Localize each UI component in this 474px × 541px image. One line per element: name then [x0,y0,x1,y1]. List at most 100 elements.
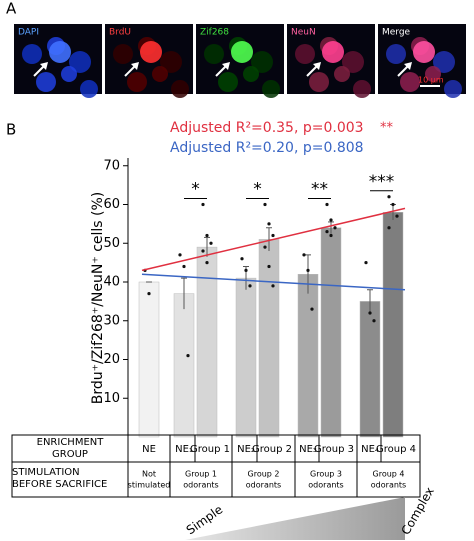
data-point [205,233,209,238]
bar [297,274,319,438]
arrowhead [313,62,321,70]
channel-label: BrdU [109,28,131,38]
arrowhead [222,62,230,70]
bar [258,239,280,438]
data-point [302,253,306,257]
data-point [240,257,244,261]
category-label: NE₁ [175,444,193,455]
panel-label: B [6,121,16,139]
stimulation-label: odorants [371,481,406,490]
cell [69,51,91,73]
cell [262,80,280,98]
category-label: NE₃ [299,444,317,455]
row-label: BEFORE SACRIFICE [12,479,107,490]
data-point [147,292,151,296]
cell [433,51,455,73]
trend-line [141,207,406,272]
data-point [267,222,271,226]
cell [127,72,147,92]
data-point [395,214,399,218]
significance-label: *** [369,172,395,192]
data-point [364,261,368,265]
arrowhead [40,62,48,70]
data-point [248,284,252,288]
micrographs: DAPI BrdU Zif268 NeuN Merge 10 µm [14,24,466,98]
stimulation-label: Group 3 [310,470,342,479]
bar [138,281,160,438]
cell [386,44,406,64]
stimulation-label: odorants [246,481,281,490]
bar [173,293,195,438]
data-point [325,202,329,207]
data-point [186,354,190,358]
cell [36,72,56,92]
cell [113,44,133,64]
data-point [205,261,209,265]
cell [171,80,189,98]
channel-label: NeuN [291,28,316,38]
y-tick-label: 20 [103,352,120,367]
cell [425,66,441,82]
bar [382,212,404,438]
data-point [387,195,391,199]
bar [320,227,342,438]
y-tick-label: 50 [103,236,120,251]
stimulation-label: Group 2 [248,470,280,479]
cell [22,44,42,64]
cell [353,80,371,98]
cell [295,44,315,64]
data-point [182,264,186,269]
bar [359,301,381,438]
data-point [306,268,310,272]
category-label: NE₂ [237,444,255,455]
data-point [310,307,314,311]
trend-legend: Adjusted R²=0.20, p=0.808 [170,140,364,156]
category-label: Group 2 [252,444,292,455]
target-cell [322,41,344,63]
data-point [178,253,182,257]
channel-label: Zif268 [200,28,229,38]
data-point [325,230,329,234]
category-label: NE₄ [361,444,379,455]
y-tick-label: 10 [103,391,120,406]
arrowhead [131,62,139,70]
data-point [201,202,205,207]
bar [235,277,257,438]
data-point [263,202,267,207]
cell [243,66,259,82]
target-cell [140,41,162,63]
cell [218,72,238,92]
row-label: ENRICHMENT [37,437,105,448]
cell [400,72,420,92]
row-label: STIMULATION [12,467,80,478]
data-point [387,226,391,230]
category-label: Group 4 [376,444,416,455]
trend-legend: Adjusted R²=0.35, p=0.003 [170,120,364,136]
stimulation-label: Group 4 [373,470,405,479]
channel-label: DAPI [18,28,39,38]
chart: 10 20 30 40 50 60 70 Brdu⁺/Zif268⁺/NeuN⁺ cells … [11,120,437,540]
complexity-label: Simple [184,502,226,537]
bar [196,246,218,438]
complexity-ramp [185,497,405,540]
stimulation-label: Group 1 [185,470,217,479]
stimulation-label: stimulated [128,481,171,490]
significance-label: ** [311,180,328,200]
cell [444,80,462,98]
y-tick-label: 70 [103,158,120,173]
cell [342,51,364,73]
scale-label: 10 µm [418,76,444,85]
cell [334,66,350,82]
category-label: Group 3 [314,444,354,455]
arrowhead [404,62,412,70]
data-point [271,233,275,238]
trend-significance: ** [380,121,394,136]
cell [204,44,224,64]
data-point [263,245,267,249]
significance-label: * [253,180,262,200]
stimulation-label: odorants [308,481,343,490]
data-point [391,202,395,207]
y-tick-label: 30 [103,313,120,328]
